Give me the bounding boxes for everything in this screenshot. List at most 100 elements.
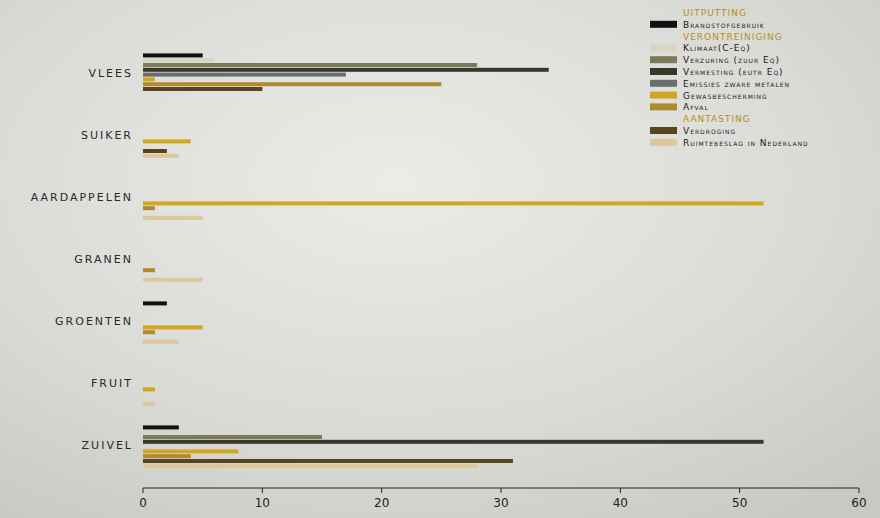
x-tick (859, 488, 860, 493)
bar (143, 430, 144, 434)
legend-label: Vermesting (eutr Eq) (683, 67, 784, 77)
bar (143, 392, 144, 396)
bar (143, 77, 155, 81)
bar (143, 154, 179, 158)
x-tick (143, 488, 144, 493)
bar (143, 273, 144, 277)
legend-swatch (650, 21, 677, 28)
bar (143, 63, 477, 67)
chart: VLEES SUIKER AARDAPPELEN GRANEN GROENTEN FRUI… (0, 0, 880, 518)
bar (143, 387, 155, 391)
category-label: GROENTEN (55, 315, 133, 328)
bar (143, 335, 144, 339)
bar (143, 459, 513, 463)
bar (143, 397, 144, 401)
bar (143, 115, 144, 119)
x-tick (262, 488, 263, 493)
category-label: VLEES (88, 67, 133, 80)
category-label: AARDAPPELEN (31, 191, 133, 204)
x-tick-label: 0 (139, 496, 147, 510)
x-tick-label: 60 (851, 496, 866, 510)
legend-group-title: AANTASTING (683, 114, 751, 124)
x-tick (381, 488, 382, 493)
bar (143, 201, 764, 205)
bar (143, 278, 203, 282)
legend-group-title: UITPUTTING (683, 8, 747, 18)
category-label: GRANEN (74, 253, 133, 266)
bar (143, 454, 191, 458)
legend-swatch (650, 103, 677, 110)
background (0, 0, 880, 518)
category-label: SUIKER (81, 129, 133, 142)
bar (143, 53, 203, 57)
bar (143, 135, 144, 139)
legend-swatch (650, 56, 677, 63)
x-tick-label: 40 (613, 496, 628, 510)
bar (143, 130, 144, 134)
bar (143, 254, 144, 258)
bar (143, 58, 215, 62)
bar (143, 368, 144, 372)
bar (143, 373, 144, 377)
legend: UITPUTTING Brandstofgebruik VERONTREINIGIN… (650, 8, 809, 148)
bar (143, 268, 155, 272)
bar (143, 120, 144, 124)
bar (143, 402, 155, 406)
x-tick (501, 488, 502, 493)
bar (143, 263, 144, 267)
legend-label: Afval (683, 102, 709, 112)
legend-swatch (650, 139, 677, 146)
bar (143, 340, 179, 344)
bar (143, 139, 191, 143)
bar (143, 363, 144, 367)
bar (143, 177, 144, 181)
bar (143, 149, 167, 153)
legend-swatch (650, 92, 677, 99)
legend-label: Verzuring (zuur Eq) (683, 55, 780, 65)
bar (143, 449, 238, 453)
bar (143, 82, 441, 86)
bar (143, 425, 179, 429)
bar (143, 445, 144, 449)
bar (143, 197, 144, 201)
bar (143, 249, 144, 253)
x-tick-label: 30 (493, 496, 508, 510)
x-tick-label: 50 (732, 496, 747, 510)
bar (143, 383, 144, 387)
bar (143, 311, 144, 315)
legend-label: Brandstofgebruik (683, 20, 765, 30)
legend-group-title: VERONTREINIGING (683, 32, 783, 42)
x-tick-label: 10 (255, 496, 270, 510)
bar (143, 216, 203, 220)
x-tick (620, 488, 621, 493)
legend-label: Verdroging (683, 126, 736, 136)
legend-swatch (650, 68, 677, 75)
category-label: FRUIT (91, 377, 133, 390)
legend-label: Ruimtebeslag in Nederland (683, 138, 809, 148)
x-tick (739, 488, 740, 493)
bar (143, 73, 346, 77)
bar (143, 435, 322, 439)
legend-label: Klimaat(C-Eq) (683, 43, 751, 53)
legend-swatch (650, 127, 677, 134)
bar (143, 87, 262, 91)
bar (143, 192, 144, 196)
bar (143, 182, 144, 186)
legend-label: Gewasbescherming (683, 91, 768, 101)
x-tick-label: 20 (374, 496, 389, 510)
bar (143, 321, 144, 325)
bars (143, 53, 764, 467)
legend-swatch (650, 44, 677, 51)
bar (143, 144, 144, 148)
bar (143, 187, 144, 191)
bar (143, 316, 144, 320)
bar (143, 464, 477, 468)
bar (143, 244, 144, 248)
bar (143, 306, 144, 310)
bar (143, 206, 155, 210)
bar (143, 92, 144, 96)
category-label: ZUIVEL (82, 439, 133, 452)
bar (143, 440, 764, 444)
legend-swatch (650, 80, 677, 87)
bar (143, 325, 203, 329)
